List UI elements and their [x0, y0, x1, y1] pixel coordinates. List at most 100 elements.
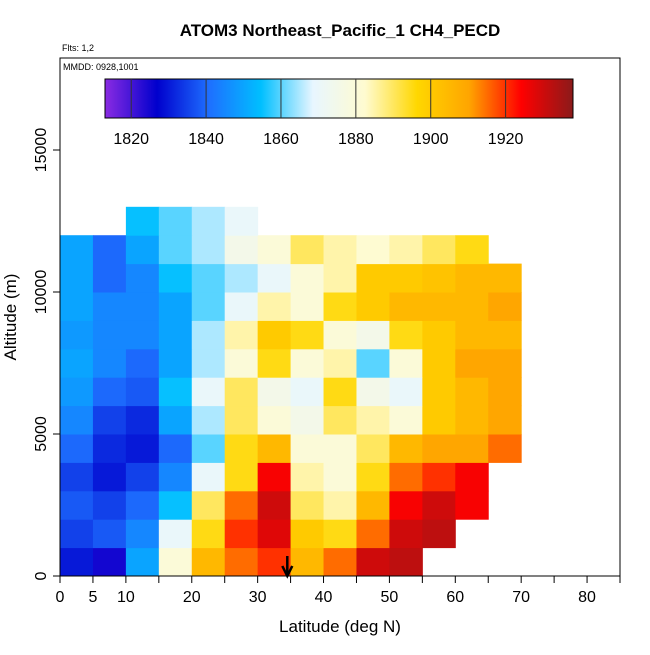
heatmap-cell [224, 320, 259, 350]
heatmap-cell [356, 434, 390, 463]
heatmap-cell [60, 320, 94, 350]
heatmap-cell [356, 377, 390, 407]
heatmap-cell [422, 519, 456, 549]
heatmap-cell [191, 320, 226, 350]
heatmap-cell [158, 434, 193, 463]
y-tick-label: 0 [33, 571, 50, 580]
heatmap-cell [158, 235, 193, 265]
heatmap-cell [125, 235, 160, 265]
heatmap-cell [191, 206, 226, 236]
colorbar [104, 78, 574, 119]
heatmap-cell [158, 348, 193, 378]
colorbar-tick-label: 1900 [413, 131, 449, 148]
heatmap-cell [191, 348, 226, 378]
x-tick-label: 0 [56, 589, 65, 606]
heatmap-cell [191, 547, 226, 577]
heatmap-cell [455, 434, 489, 463]
heatmap-cell [488, 405, 522, 435]
heatmap-cell [60, 405, 94, 435]
heatmap-cell [92, 235, 127, 265]
heatmap-cell [455, 263, 489, 293]
heatmap-cell [323, 462, 357, 492]
heatmap-cell [60, 519, 94, 549]
heatmap-cell [356, 490, 390, 520]
heatmap-cell [455, 292, 489, 321]
heatmap-cell [125, 263, 160, 293]
x-tick-label: 50 [381, 589, 399, 606]
heatmap-cell [356, 519, 390, 549]
heatmap-cell [290, 263, 325, 293]
heatmap-cell [60, 462, 94, 492]
heatmap-cell [422, 377, 456, 407]
heatmap-cell [191, 377, 226, 407]
annotation: MMDD: 0928,1001 [63, 62, 139, 72]
heatmap-cell [191, 405, 226, 435]
heatmap-cell [191, 462, 226, 492]
heatmap-cell [356, 462, 390, 492]
y-tick-label: 5000 [33, 416, 50, 452]
annotation: Flts: 1,2 [62, 43, 94, 53]
heatmap-cell [125, 206, 160, 236]
heatmap-cell [455, 235, 489, 265]
heatmap-cell [488, 320, 522, 350]
heatmap-cell [257, 405, 292, 435]
heatmap-cell [422, 490, 456, 520]
heatmap-cell [257, 519, 292, 549]
colorbar-tick-label: 1880 [338, 131, 374, 148]
heatmap-cell [60, 292, 94, 321]
colorbar-tick-label: 1820 [113, 131, 149, 148]
heatmap-cell [356, 547, 390, 577]
heatmap-cell [290, 292, 325, 321]
heatmap-cell [158, 405, 193, 435]
heatmap-cell [257, 320, 292, 350]
heatmap-cell [356, 292, 390, 321]
heatmap-cell [389, 263, 423, 293]
heatmap-cell [455, 490, 489, 520]
heatmap-cell [422, 292, 456, 321]
plot-frame [59, 57, 621, 577]
heatmap-cell [488, 377, 522, 407]
heatmap-cell [488, 263, 522, 293]
x-tick-label: 30 [249, 589, 267, 606]
heatmap-cell [422, 235, 456, 265]
x-tick-label: 60 [446, 589, 464, 606]
heatmap-cell [290, 462, 325, 492]
heatmap-cell [60, 490, 94, 520]
heatmap-cell [125, 405, 160, 435]
heatmap-cell [191, 292, 226, 321]
heatmap-cell [257, 434, 292, 463]
heatmap-cell [323, 547, 357, 577]
heatmap-cell [290, 348, 325, 378]
heatmap-cell [224, 434, 259, 463]
heatmap-cell [158, 292, 193, 321]
heatmap-cell [92, 292, 127, 321]
heatmap-cell [125, 320, 160, 350]
heatmap-cell [455, 320, 489, 350]
heatmap-cell [125, 377, 160, 407]
heatmap-cell [60, 235, 94, 265]
heatmap-cell [323, 519, 357, 549]
heatmap-cell [92, 547, 127, 577]
x-tick-label: 20 [183, 589, 201, 606]
heatmap-cell [257, 235, 292, 265]
heatmap-cell [60, 348, 94, 378]
heatmap-cell [323, 263, 357, 293]
heatmap-cell [356, 320, 390, 350]
heatmap-cell [389, 434, 423, 463]
heatmap-cell [290, 235, 325, 265]
y-tick-label: 10000 [33, 270, 50, 315]
heatmap-cell [60, 434, 94, 463]
heatmap-cell [323, 405, 357, 435]
colorbar-tick-label: 1840 [188, 131, 224, 148]
heatmap-cell [191, 235, 226, 265]
heatmap-cell [158, 320, 193, 350]
heatmap-cell [158, 490, 193, 520]
heatmap-cell [92, 405, 127, 435]
heatmap-cell [158, 547, 193, 577]
heatmap-cell [92, 263, 127, 293]
heatmap-cell [158, 462, 193, 492]
heatmap-cell [356, 405, 390, 435]
heatmap-cell [422, 320, 456, 350]
heatmap-cell [191, 434, 226, 463]
heatmap-cell [224, 263, 259, 293]
